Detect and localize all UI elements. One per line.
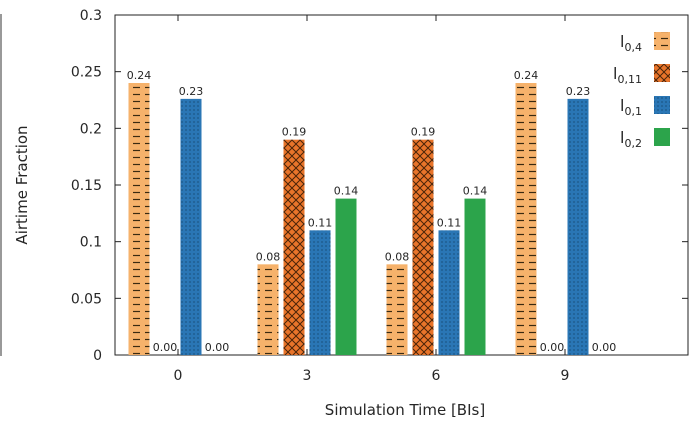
y-axis-ticks: 0 0.05 0.1 0.15 0.2 0.25 0.3 [71,8,688,364]
bar [515,83,537,355]
y-axis-label: Airtime Fraction [13,125,31,244]
bar-value-label: 0.08 [256,250,281,263]
bar-value-label: 0.23 [179,85,204,98]
bar [412,139,434,355]
bar-value-label: 0.11 [437,216,462,229]
legend-label: l0,1 [620,96,642,118]
x-tick-label: 9 [561,368,570,384]
bar-value-label: 0.14 [334,185,359,198]
legend: l0,4 l0,11 l0,1 l0,2 [613,32,670,150]
legend-swatch [654,96,670,114]
legend-swatch [654,32,670,50]
legend-entry: l0,2 [620,128,670,150]
bar [335,198,357,355]
legend-swatch [654,64,670,82]
bar-value-label: 0.11 [308,216,333,229]
bar [283,139,305,355]
bar [464,198,486,355]
bar-value-label: 0.00 [153,341,178,354]
bar-value-label: 0.00 [540,341,565,354]
bar-value-label: 0.00 [592,341,617,354]
y-tick-label: 0.25 [71,65,102,81]
bar-value-label: 0.19 [411,126,436,139]
x-tick-label: 6 [432,368,441,384]
bar [257,264,279,355]
y-tick-label: 0.05 [71,291,102,307]
legend-swatch [654,128,670,146]
y-tick-label: 0.15 [71,178,102,194]
x-axis-ticks: 0 3 6 9 [174,15,570,384]
y-tick-label: 0.3 [80,8,102,24]
y-tick-label: 0.2 [80,121,102,137]
bar-value-label: 0.24 [514,69,539,82]
bar-value-label: 0.23 [566,85,591,98]
data-labels: 0.24 0.00 0.23 0.00 0.08 0.19 0.11 0.14 0.08 0.19… [127,69,617,354]
bar-value-label: 0.08 [385,250,410,263]
x-axis-label: Simulation Time [BIs] [325,401,485,419]
bar-value-label: 0.19 [282,126,307,139]
legend-label: l0,11 [613,64,642,86]
bar [180,98,202,355]
y-tick-label: 0.1 [80,235,102,251]
bar-value-label: 0.24 [127,69,152,82]
bar [128,83,150,355]
legend-entry: l0,11 [613,64,670,86]
x-tick-label: 3 [303,368,312,384]
bar-value-label: 0.00 [205,341,230,354]
legend-label: l0,2 [620,128,642,150]
x-tick-label: 0 [174,368,183,384]
legend-entry: l0,4 [620,32,670,54]
bar-value-label: 0.14 [463,185,488,198]
legend-label: l0,4 [620,32,642,54]
bar-group [128,83,589,355]
bar [438,230,460,355]
y-tick-label: 0 [93,348,102,364]
bar [567,98,589,355]
bar [309,230,331,355]
legend-entry: l0,1 [620,96,670,118]
bar [386,264,408,355]
